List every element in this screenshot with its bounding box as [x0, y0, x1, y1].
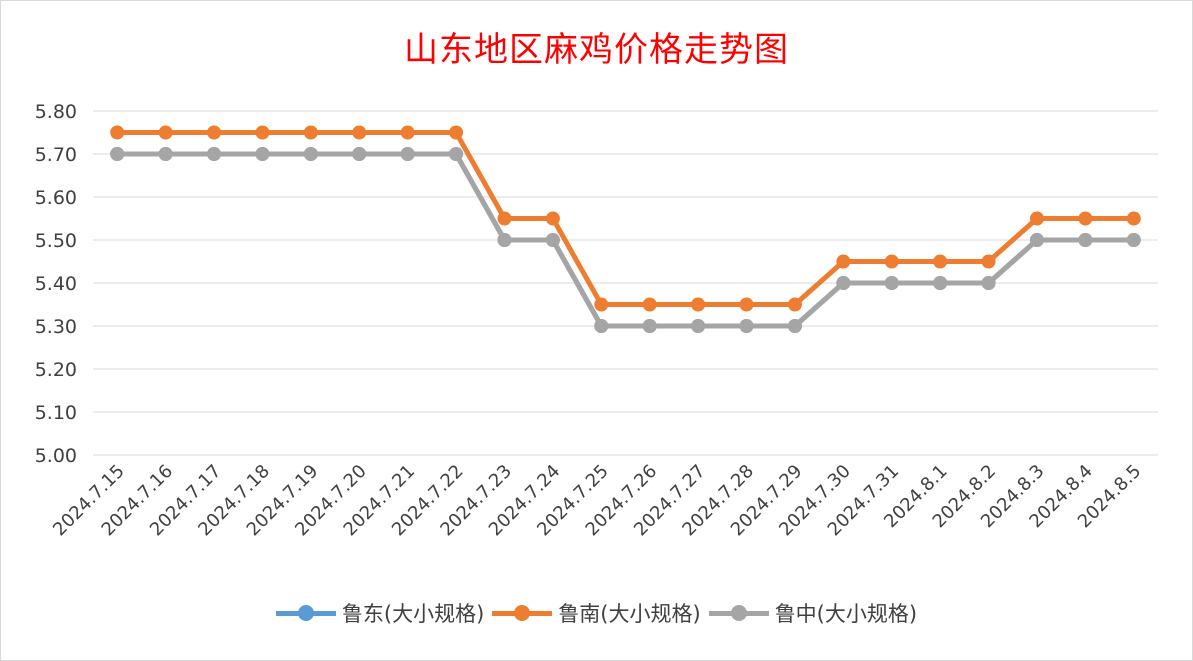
data-point	[207, 147, 222, 161]
data-point	[787, 297, 802, 312]
x-axis-ticks: 2024.7.152024.7.162024.7.172024.7.182024…	[49, 461, 1145, 541]
data-point	[497, 211, 512, 226]
data-point	[352, 147, 367, 161]
legend-swatch	[708, 603, 769, 623]
data-point	[1126, 233, 1141, 247]
y-tick-label: 5.30	[35, 316, 77, 338]
legend-label: 鲁中(大小规格)	[774, 602, 918, 626]
series-group	[110, 125, 1141, 333]
y-tick-label: 5.80	[35, 101, 77, 123]
data-point	[1029, 211, 1044, 226]
data-point	[787, 319, 802, 333]
data-point	[303, 147, 318, 161]
data-point	[933, 276, 948, 290]
data-point	[884, 276, 899, 290]
legend-swatch	[275, 603, 336, 623]
data-point	[836, 254, 851, 269]
data-point	[303, 125, 318, 140]
series-line	[117, 151, 1134, 329]
legend-item: 鲁南(大小规格)	[492, 598, 701, 628]
data-point	[158, 147, 173, 161]
data-point	[545, 233, 560, 247]
data-point	[739, 319, 754, 333]
legend-swatch	[492, 603, 553, 623]
data-point	[352, 125, 367, 140]
series-line	[117, 130, 1134, 307]
y-tick-label: 5.10	[35, 402, 77, 424]
data-point	[1126, 211, 1141, 226]
data-point	[642, 319, 657, 333]
data-point	[642, 297, 657, 312]
data-point	[594, 319, 609, 333]
data-point	[110, 125, 125, 140]
chart-title: 山东地区麻鸡价格走势图	[404, 30, 789, 70]
legend-label: 鲁南(大小规格)	[558, 602, 701, 626]
y-tick-label: 5.00	[35, 445, 77, 467]
data-point	[1078, 233, 1093, 247]
y-tick-label: 5.70	[35, 144, 77, 166]
legend-item: 鲁中(大小规格)	[708, 598, 918, 628]
data-point	[400, 125, 415, 140]
y-tick-label: 5.50	[35, 230, 77, 252]
data-point	[400, 147, 415, 161]
data-point	[449, 125, 464, 140]
y-tick-label: 5.60	[35, 187, 77, 209]
data-point	[1078, 211, 1093, 226]
legend: 鲁东(大小规格) 鲁南(大小规格) 鲁中(大小规格)	[0, 598, 1193, 628]
data-point	[545, 211, 560, 226]
grid-lines	[93, 110, 1158, 456]
data-point	[449, 147, 464, 161]
data-point	[158, 125, 173, 140]
data-point	[933, 254, 948, 269]
data-point	[110, 147, 125, 161]
data-point	[497, 233, 512, 247]
series-2	[110, 147, 1141, 333]
legend-label: 鲁东(大小规格)	[341, 602, 485, 626]
series-1	[110, 125, 1141, 312]
data-point	[255, 125, 270, 140]
data-point	[594, 297, 609, 312]
data-point	[1029, 233, 1044, 247]
y-axis-ticks: 5.00 5.10 5.20 5.30 5.40 5.50 5.60 5.70 5.80	[35, 101, 77, 467]
data-point	[255, 147, 270, 161]
legend-item: 鲁东(大小规格)	[275, 598, 485, 628]
y-tick-label: 5.20	[35, 359, 77, 381]
data-point	[884, 254, 899, 269]
data-point	[739, 297, 754, 312]
data-point	[691, 297, 706, 312]
data-point	[207, 125, 222, 140]
data-point	[981, 254, 996, 269]
data-point	[981, 276, 996, 290]
data-point	[836, 276, 851, 290]
data-point	[691, 319, 706, 333]
y-tick-label: 5.40	[35, 273, 77, 295]
